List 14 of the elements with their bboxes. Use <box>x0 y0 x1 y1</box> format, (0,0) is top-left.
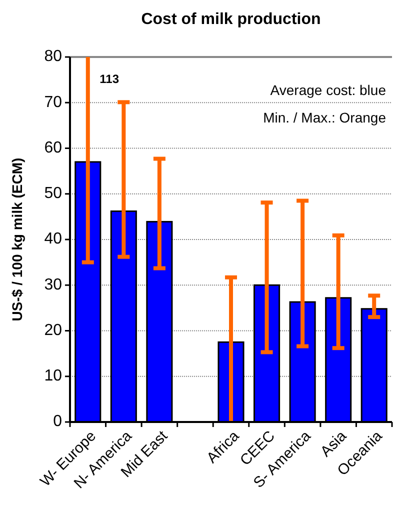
y-tick-label: 20 <box>44 322 62 339</box>
annotation: 113 <box>100 72 120 86</box>
y-tick-label: 80 <box>44 48 62 66</box>
y-tick-label: 50 <box>44 185 62 202</box>
y-tick-label: 30 <box>44 276 62 294</box>
y-tick-label: 10 <box>44 368 62 385</box>
chart-title: Cost of milk production <box>141 11 321 28</box>
y-tick-label: 70 <box>44 94 62 111</box>
annotation: Average cost: blue <box>270 82 386 98</box>
y-tick-label: 0 <box>53 413 62 430</box>
annotation: Min. / Max.: Orange <box>263 109 386 126</box>
y-axis-title: US-$ / 100 kg milk (ECM) <box>9 158 25 322</box>
y-tick-label: 40 <box>44 230 62 248</box>
y-tick-label: 60 <box>44 139 62 156</box>
